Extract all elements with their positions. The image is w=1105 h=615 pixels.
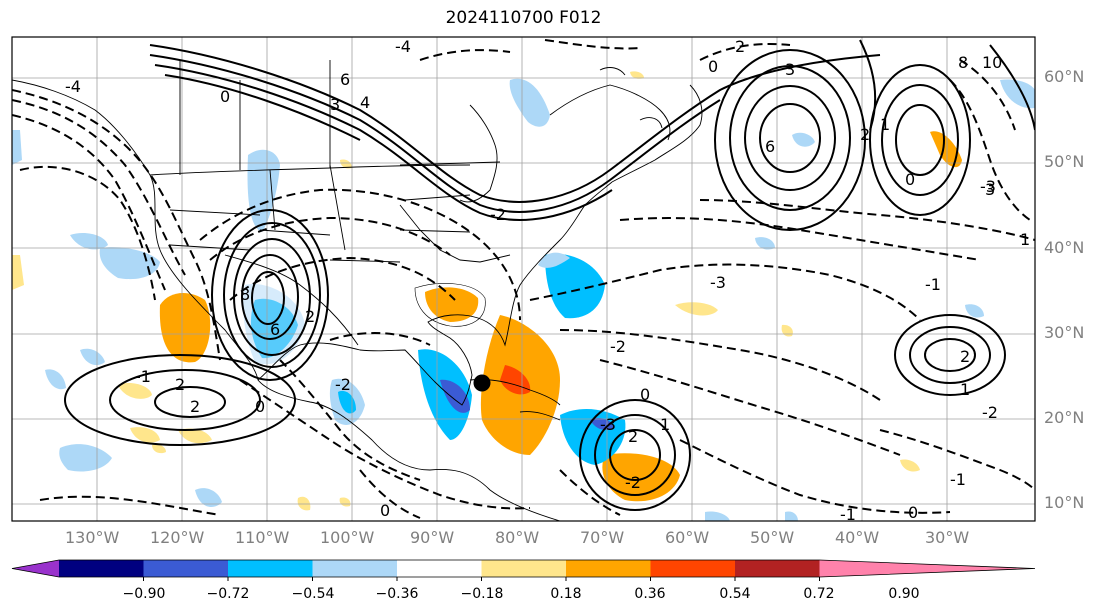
contour-label: 1: [1020, 230, 1030, 249]
contour-label: 0: [905, 170, 915, 189]
contour-label: 0: [708, 57, 718, 76]
lon-label: 120°W: [150, 528, 205, 547]
colorbar-segment: [566, 560, 651, 577]
contour-label: -1: [950, 470, 966, 489]
contour-label: -3: [600, 415, 616, 434]
colorbar-tick-label: 0.18: [550, 586, 582, 602]
contour-label: -2: [610, 337, 626, 356]
colorbar-extend-max: [819, 560, 1035, 577]
contour-label: -2: [490, 205, 506, 224]
contour-label: 2: [628, 427, 638, 446]
colorbar-segment: [59, 560, 144, 577]
colorbar-segment: [481, 560, 567, 577]
contour-label: 2: [190, 397, 200, 416]
contour-label: 2: [860, 125, 870, 144]
contour-label: 4: [360, 93, 370, 112]
contour-label: 2: [305, 307, 315, 326]
lon-label: 40°W: [835, 528, 880, 547]
contour-label: 0: [255, 397, 265, 416]
colorbar-tick-label: 0.54: [719, 586, 751, 602]
colorbar-tick-label: −0.36: [375, 586, 419, 602]
lon-label: 70°W: [580, 528, 625, 547]
contour-label: 6: [270, 320, 280, 339]
contour-label: 8: [958, 53, 968, 72]
contour-label: 6: [765, 137, 775, 156]
location-marker: [473, 374, 491, 392]
lon-label: 30°W: [925, 528, 970, 547]
colorbar-segment: [650, 560, 736, 577]
contours-positive: [64, 39, 1035, 511]
colorbar-segment: [312, 560, 398, 577]
contour-labels: -4 -4 -3 -2 -2 -2 -3 -3 -2 -2 -1 -1 -1 -…: [65, 37, 1030, 524]
colorbar-tick-label: 0.90: [888, 586, 920, 602]
contour-label: -4: [395, 37, 411, 56]
contour-label: 1: [660, 415, 670, 434]
contour-label: 3: [785, 60, 795, 79]
colorbar-tick-label: 0.72: [803, 586, 835, 602]
contour-label: 1: [880, 115, 890, 134]
contours-negative: [12, 39, 1035, 519]
colorbar-segment: [397, 560, 482, 577]
colorbar-segment: [735, 560, 820, 577]
colorbar-segment: [228, 560, 313, 577]
lat-label: 10°N: [1044, 493, 1085, 512]
contour-label: 0: [640, 385, 650, 404]
plot-title: 2024110700 F012: [445, 8, 602, 28]
contour-label: -1: [840, 505, 856, 524]
colorbar: [11, 559, 1036, 581]
colorbar-extend-min: [12, 560, 59, 577]
contour-label: 0: [908, 503, 918, 522]
lat-label: 50°N: [1044, 152, 1085, 171]
lat-label: 30°N: [1044, 323, 1085, 342]
contour-label: -3: [980, 177, 996, 196]
lon-label: 100°W: [320, 528, 375, 547]
contour-label: 3: [330, 95, 340, 114]
lat-label: 20°N: [1044, 408, 1085, 427]
contour-label: 10: [982, 53, 1002, 72]
contour-label: 2: [175, 375, 185, 394]
colorbar-tick-label: −0.54: [291, 586, 335, 602]
colorbar-tick-label: −0.18: [460, 586, 504, 602]
contour-label: -3: [710, 273, 726, 292]
lon-label: 60°W: [665, 528, 710, 547]
contour-label: -2: [335, 375, 351, 394]
contour-label: 2: [960, 347, 970, 366]
contour-label: -2: [982, 403, 998, 422]
contour-label: 2: [735, 37, 745, 56]
contour-label: 6: [340, 70, 350, 89]
colorbar-tick-label: −0.72: [206, 586, 250, 602]
contour-label: 1: [960, 380, 970, 399]
lon-label: 80°W: [495, 528, 540, 547]
contour-label: 0: [220, 87, 230, 106]
lon-label: 130°W: [65, 528, 120, 547]
contour-label: 0: [380, 501, 390, 520]
contour-label: -4: [65, 77, 81, 96]
colorbar-segment: [143, 560, 229, 577]
contour-label: 8: [240, 285, 250, 304]
lat-label: 60°N: [1044, 67, 1085, 86]
lat-label: 40°N: [1044, 238, 1085, 257]
contour-label: -1: [925, 275, 941, 294]
contour-label: -2: [625, 473, 641, 492]
lon-label: 90°W: [410, 528, 455, 547]
lon-label: 110°W: [235, 528, 290, 547]
colorbar-outline: [11, 559, 1036, 578]
contour-label: -1: [135, 367, 151, 386]
colorbar-tick-label: 0.36: [634, 586, 666, 602]
contour-label: 3: [985, 180, 995, 199]
lon-label: 50°W: [750, 528, 795, 547]
map-frame: [11, 36, 1036, 522]
graticule: [12, 37, 1035, 521]
shading-positive: [12, 71, 962, 511]
colorbar-tick-label: −0.90: [122, 586, 166, 602]
